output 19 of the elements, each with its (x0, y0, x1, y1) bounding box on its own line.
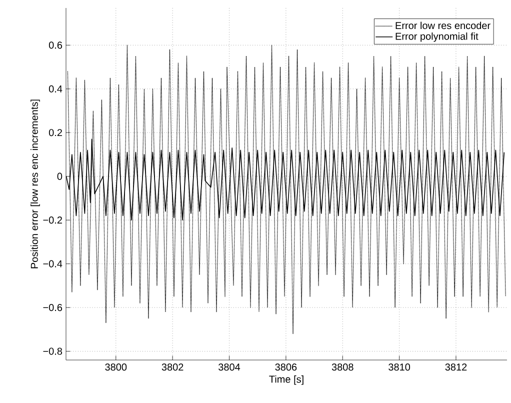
y-tick-label: −0.8 (43, 348, 62, 355)
x-tick-label: 3808 (332, 364, 354, 371)
y-tick-label: −0.2 (43, 216, 62, 224)
x-tick-label: 3802 (162, 364, 184, 371)
y-tick-label: 0.6 (48, 42, 62, 49)
x-tick-label: 3810 (388, 364, 410, 371)
x-tick-label: 3812 (445, 364, 467, 371)
x-axis-title: Time [s] (269, 375, 304, 385)
y-tick-label: 0.4 (48, 85, 62, 92)
y-tick-label: 0 (57, 172, 62, 180)
y-tick-label: 0.2 (48, 129, 62, 136)
y-tick-label: −0.4 (43, 260, 62, 268)
x-tick-label: 3800 (105, 364, 127, 371)
legend-label: Error low res encoder (396, 22, 490, 30)
legend-label: Error polynomial fit (396, 32, 478, 42)
x-tick-label: 3804 (218, 364, 240, 371)
x-tick-label: 3806 (275, 364, 297, 371)
y-tick-label: −0.6 (43, 304, 62, 312)
y-axis-title: Position error [low res enc increments] (30, 100, 40, 268)
